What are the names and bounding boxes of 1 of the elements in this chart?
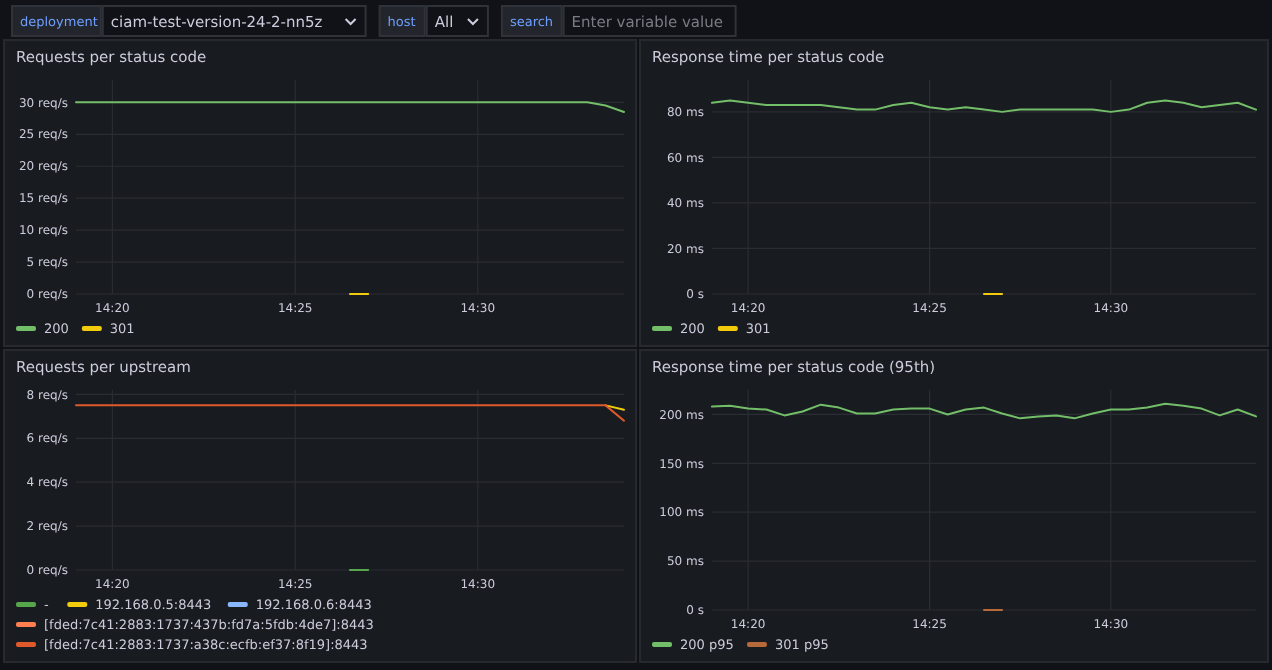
line-series: [711, 402, 1257, 420]
